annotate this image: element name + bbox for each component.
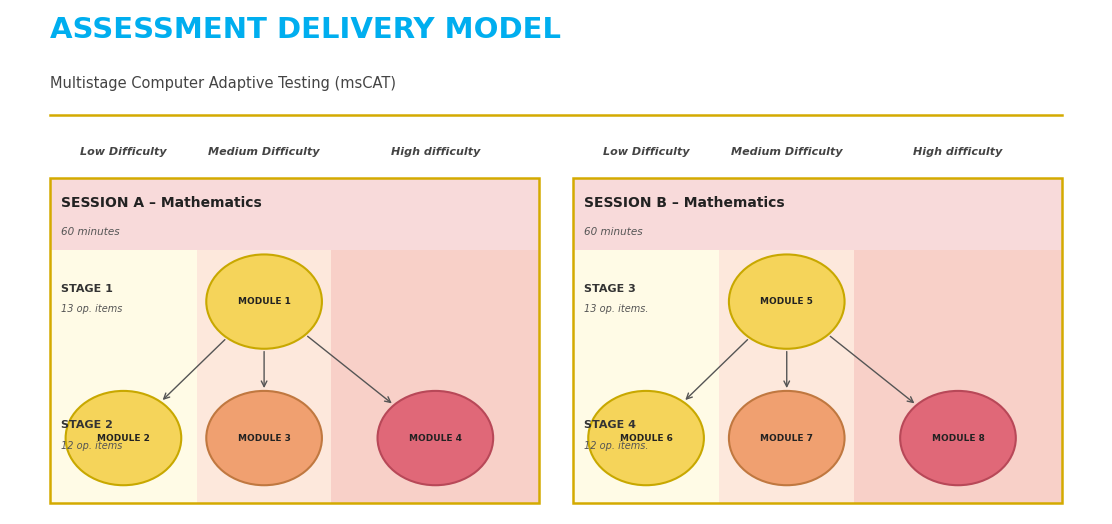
Text: MODULE 7: MODULE 7	[761, 433, 813, 443]
Bar	[50, 178, 539, 503]
Ellipse shape	[206, 255, 322, 349]
Bar	[331, 178, 539, 503]
Bar	[573, 178, 1062, 503]
Bar	[573, 178, 719, 503]
Text: Medium Difficulty: Medium Difficulty	[208, 147, 320, 157]
Text: STAGE 1: STAGE 1	[61, 283, 113, 293]
Bar	[719, 178, 854, 503]
Text: Low Difficulty: Low Difficulty	[80, 147, 167, 157]
Ellipse shape	[729, 255, 845, 349]
Text: Multistage Computer Adaptive Testing (msCAT): Multistage Computer Adaptive Testing (ms…	[50, 76, 396, 91]
Bar	[197, 178, 331, 503]
Text: STAGE 2: STAGE 2	[61, 420, 113, 430]
Ellipse shape	[729, 391, 845, 485]
Bar	[573, 178, 1062, 249]
Text: MODULE 3: MODULE 3	[238, 433, 290, 443]
Bar	[50, 178, 197, 503]
Text: SESSION B – Mathematics: SESSION B – Mathematics	[584, 196, 784, 210]
Text: MODULE 5: MODULE 5	[761, 297, 813, 306]
Text: MODULE 4: MODULE 4	[409, 433, 461, 443]
Text: 12 op. items: 12 op. items	[61, 441, 122, 451]
Ellipse shape	[901, 391, 1016, 485]
Text: 12 op. items.: 12 op. items.	[584, 441, 648, 451]
Text: Low Difficulty: Low Difficulty	[603, 147, 689, 157]
Text: ASSESSMENT DELIVERY MODEL: ASSESSMENT DELIVERY MODEL	[50, 16, 562, 43]
Bar	[854, 178, 1062, 503]
Text: High difficulty: High difficulty	[913, 147, 1003, 157]
Text: 13 op. items.: 13 op. items.	[584, 304, 648, 314]
Text: 13 op. items: 13 op. items	[61, 304, 122, 314]
Text: STAGE 4: STAGE 4	[584, 420, 636, 430]
Text: STAGE 3: STAGE 3	[584, 283, 636, 293]
Text: High difficulty: High difficulty	[390, 147, 480, 157]
Ellipse shape	[66, 391, 181, 485]
Text: SESSION A – Mathematics: SESSION A – Mathematics	[61, 196, 262, 210]
Text: MODULE 1: MODULE 1	[238, 297, 290, 306]
Text: Medium Difficulty: Medium Difficulty	[731, 147, 843, 157]
Ellipse shape	[588, 391, 704, 485]
Text: MODULE 6: MODULE 6	[619, 433, 673, 443]
Text: MODULE 2: MODULE 2	[97, 433, 150, 443]
Ellipse shape	[206, 391, 322, 485]
Bar	[50, 178, 539, 249]
Text: 60 minutes: 60 minutes	[584, 227, 643, 237]
Text: MODULE 8: MODULE 8	[932, 433, 984, 443]
Text: 60 minutes: 60 minutes	[61, 227, 120, 237]
Ellipse shape	[377, 391, 494, 485]
